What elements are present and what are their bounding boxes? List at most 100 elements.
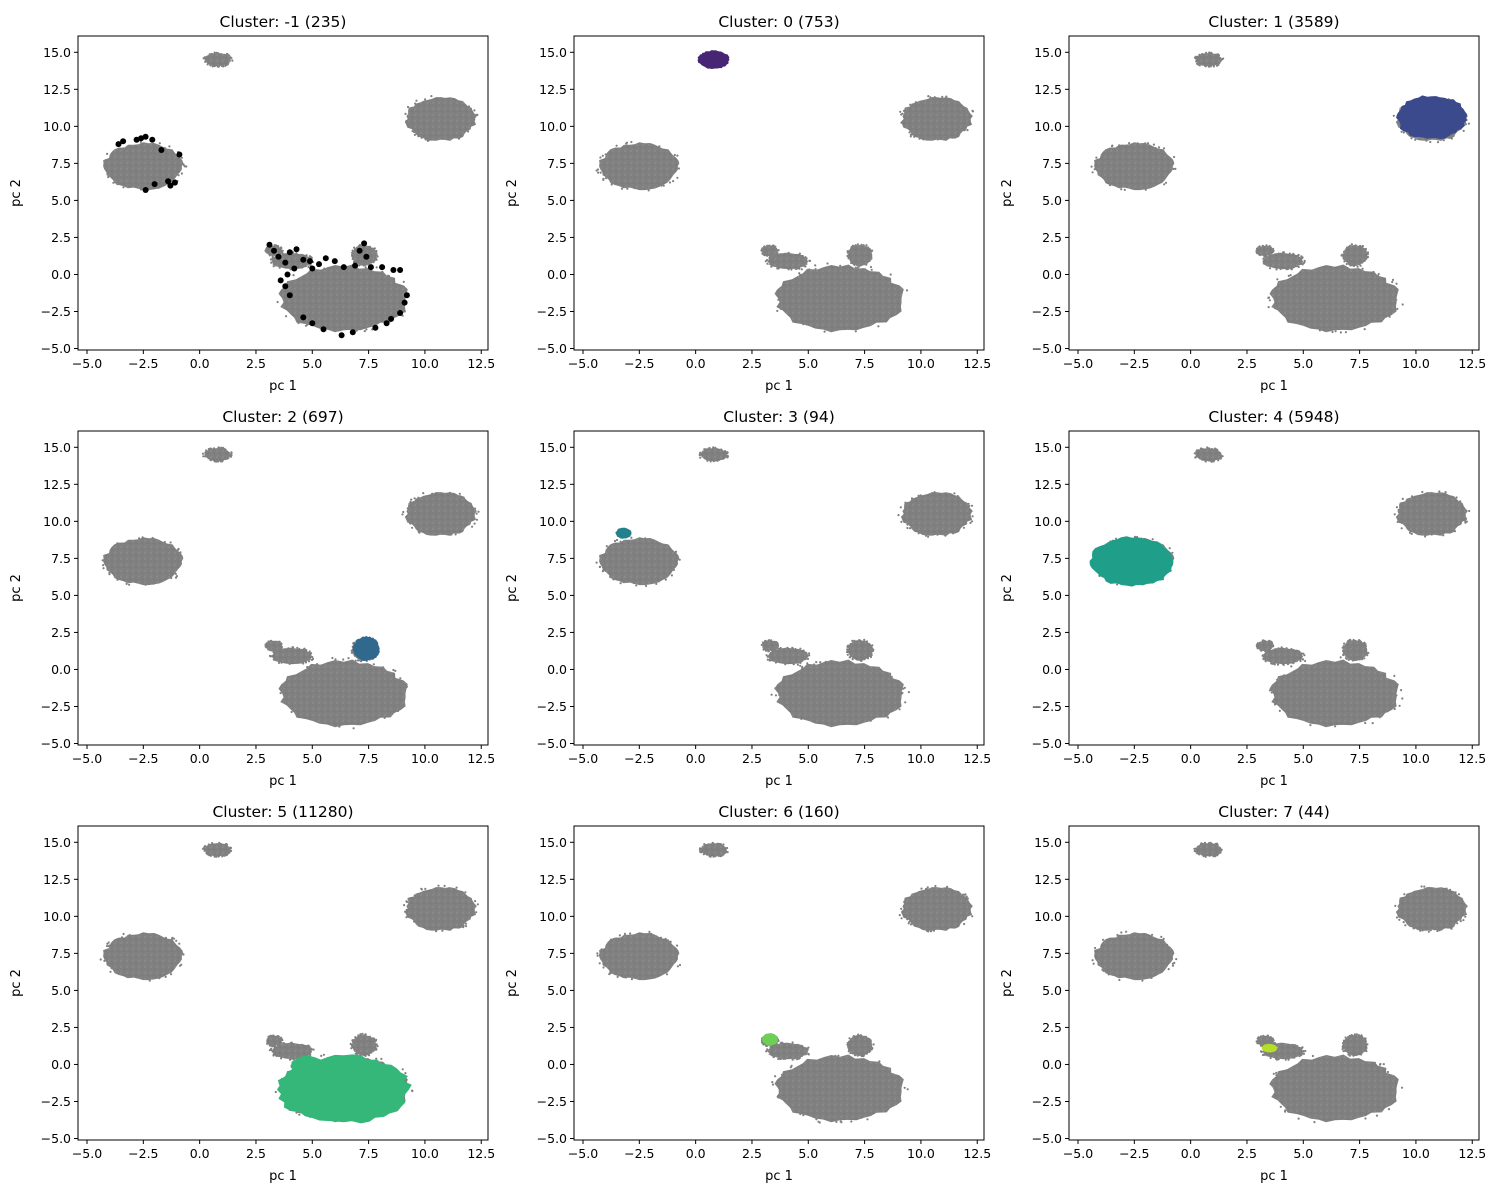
background-point bbox=[177, 174, 180, 177]
background-point bbox=[1384, 1067, 1387, 1070]
background-point bbox=[476, 113, 479, 116]
background-point bbox=[699, 456, 702, 459]
subplot-cluster-7: −5.0 −2.5 0.0 2.5 5.0 7.5 10.0 12.5 −5.0 −2.5 0.0 2… bbox=[1000, 803, 1486, 1184]
background-point bbox=[869, 1049, 872, 1052]
x-axis-label: pc 1 bbox=[765, 774, 793, 789]
y-axis-label: pc 2 bbox=[1000, 969, 1015, 997]
background-point bbox=[962, 526, 966, 529]
background-point bbox=[430, 532, 433, 536]
background-point bbox=[936, 138, 939, 141]
background-point bbox=[175, 939, 178, 942]
background-point bbox=[934, 884, 937, 888]
background-point bbox=[352, 642, 355, 645]
background-point bbox=[473, 522, 476, 525]
background-point bbox=[764, 649, 768, 652]
background-points-blob bbox=[1262, 647, 1303, 665]
background-point bbox=[898, 708, 901, 711]
background-point bbox=[770, 265, 773, 268]
background-points-blob bbox=[700, 843, 727, 857]
background-point bbox=[1255, 247, 1259, 250]
background-point bbox=[289, 268, 292, 271]
background-point bbox=[210, 842, 214, 845]
background-point bbox=[1256, 647, 1259, 650]
background-point bbox=[1382, 1063, 1385, 1066]
background-point bbox=[1171, 551, 1174, 554]
background-point bbox=[1259, 1050, 1263, 1053]
background-point bbox=[806, 1048, 809, 1051]
background-point bbox=[229, 455, 233, 458]
background-point bbox=[1464, 517, 1467, 520]
background-point bbox=[1300, 1052, 1303, 1055]
background-point bbox=[1222, 57, 1225, 60]
background-point bbox=[623, 932, 627, 936]
background-point bbox=[329, 722, 332, 726]
x-axis-label: pc 1 bbox=[1260, 774, 1288, 789]
background-point bbox=[815, 1118, 818, 1121]
x-tick-label: 5.0 bbox=[1293, 751, 1313, 766]
background-points-blob bbox=[900, 492, 973, 536]
background-point bbox=[655, 935, 658, 938]
background-point bbox=[924, 534, 928, 537]
background-point bbox=[308, 660, 311, 663]
background-point bbox=[927, 535, 930, 538]
x-tick-label: 7.5 bbox=[855, 356, 875, 371]
background-point bbox=[284, 288, 288, 292]
background-point bbox=[272, 1045, 275, 1048]
x-tick-label: 2.5 bbox=[246, 1146, 266, 1161]
background-point bbox=[1414, 138, 1417, 141]
background-points-blob bbox=[1269, 659, 1399, 728]
background-point bbox=[862, 244, 865, 247]
background-point bbox=[405, 685, 408, 688]
background-point bbox=[276, 300, 279, 304]
background-point bbox=[1107, 973, 1110, 976]
background-point bbox=[967, 502, 970, 505]
background-point bbox=[1262, 1034, 1265, 1037]
background-point bbox=[353, 246, 356, 249]
background-point bbox=[411, 130, 414, 133]
background-point bbox=[713, 855, 716, 858]
background-point bbox=[402, 698, 405, 702]
y-tick-label: −5.0 bbox=[41, 736, 71, 751]
background-point bbox=[1340, 254, 1343, 257]
background-point bbox=[800, 268, 804, 271]
background-point bbox=[1404, 924, 1407, 927]
background-point bbox=[1429, 929, 1432, 932]
background-point bbox=[311, 718, 314, 721]
background-point bbox=[1273, 1096, 1277, 1099]
background-point bbox=[1217, 63, 1220, 66]
background-points-blob bbox=[103, 142, 184, 191]
background-point bbox=[602, 177, 605, 180]
background-point bbox=[925, 929, 929, 932]
background-point bbox=[185, 165, 188, 168]
y-tick-label: 7.5 bbox=[51, 551, 71, 566]
background-point bbox=[375, 254, 378, 257]
background-point bbox=[1459, 920, 1462, 923]
background-point bbox=[338, 725, 341, 728]
background-point bbox=[373, 1037, 376, 1040]
background-point bbox=[900, 917, 903, 920]
background-point bbox=[769, 255, 772, 258]
background-point bbox=[846, 648, 849, 651]
background-point bbox=[1401, 303, 1404, 306]
background-point bbox=[404, 1072, 407, 1075]
background-point bbox=[1361, 267, 1364, 270]
background-point bbox=[943, 138, 946, 141]
background-point bbox=[1108, 184, 1112, 187]
noise-point bbox=[115, 141, 122, 148]
background-point bbox=[1264, 660, 1267, 663]
background-point bbox=[802, 649, 805, 652]
y-tick-label: 10.0 bbox=[43, 909, 71, 924]
background-point bbox=[172, 937, 176, 940]
background-point bbox=[699, 451, 702, 454]
background-point bbox=[819, 661, 822, 664]
background-point bbox=[407, 125, 410, 129]
background-point bbox=[1377, 272, 1380, 276]
x-tick-label: −2.5 bbox=[1119, 356, 1149, 371]
background-point bbox=[1268, 689, 1272, 692]
background-point bbox=[1220, 848, 1223, 851]
background-point bbox=[1206, 446, 1209, 449]
x-tick-label: 7.5 bbox=[1350, 751, 1370, 766]
background-point bbox=[903, 900, 906, 904]
background-point bbox=[1363, 328, 1366, 331]
y-axis-label: pc 2 bbox=[9, 969, 24, 997]
